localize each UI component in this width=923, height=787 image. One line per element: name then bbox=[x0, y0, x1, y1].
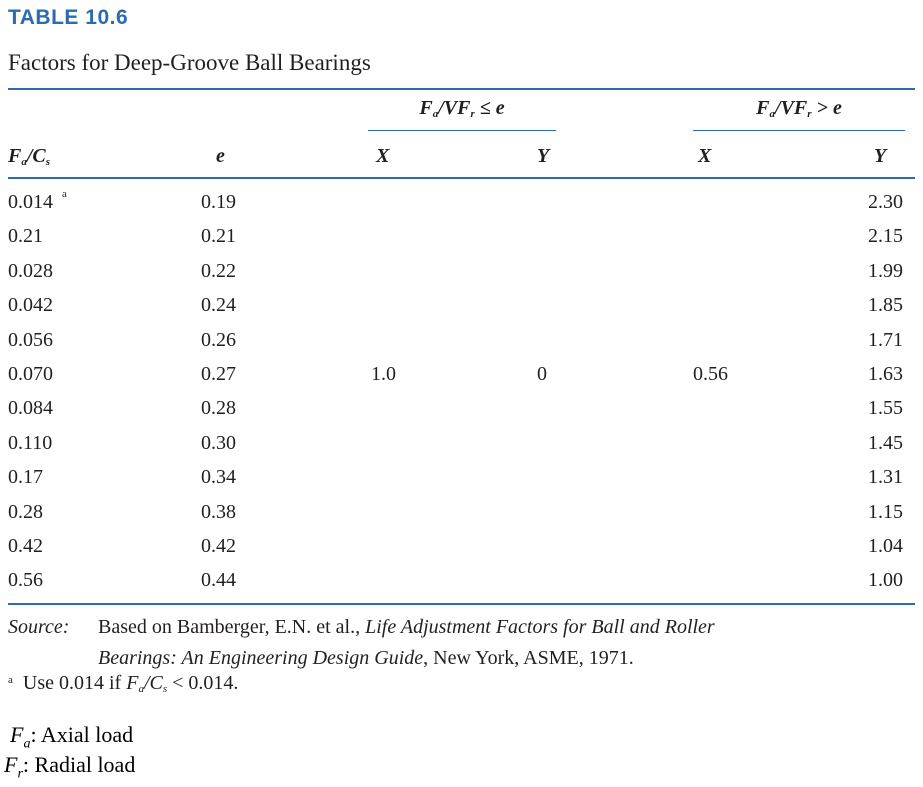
source-line1-b: Life Adjustment Factors for Ball and Rol… bbox=[365, 616, 715, 638]
group-header-gt-cond: > e bbox=[816, 97, 842, 119]
cell-y-gt: 1.04 bbox=[868, 535, 903, 557]
cell-fa-cs: 0.21 bbox=[8, 225, 43, 247]
source-line2-b: , New York, ASME, 1971. bbox=[423, 647, 634, 669]
top-rule bbox=[8, 88, 915, 90]
cell-e: 0.21 bbox=[201, 225, 236, 247]
cell-fa-cs: 0.17 bbox=[8, 466, 43, 488]
source-text: Based on Bamberger, E.N. et al., Life Ad… bbox=[98, 612, 902, 674]
merged-x-gt: 0.56 bbox=[693, 363, 728, 385]
footnote-text-a: Use 0.014 if bbox=[22, 672, 127, 694]
cell-y-gt: 1.00 bbox=[868, 569, 903, 591]
cell-e: 0.42 bbox=[201, 535, 236, 557]
legend-radial: Fr: Radial load bbox=[4, 752, 136, 782]
cell-y-gt: 2.30 bbox=[868, 191, 903, 213]
source-line1-a: Based on Bamberger, E.N. et al., bbox=[98, 616, 366, 638]
cell-e: 0.24 bbox=[201, 294, 236, 316]
col-header-y2: Y bbox=[874, 145, 887, 167]
col-header-x1: X bbox=[376, 145, 390, 167]
cell-fa-cs: 0.28 bbox=[8, 501, 43, 523]
cell-y-gt: 1.99 bbox=[868, 260, 903, 282]
col-header-y1: Y bbox=[537, 145, 550, 167]
cell-y-gt: 2.15 bbox=[868, 225, 903, 247]
source-line2-a: Bearings: An Engineering Design Guide bbox=[98, 647, 424, 669]
cell-fa-cs: 0.084 bbox=[8, 397, 53, 419]
source-label: Source: bbox=[8, 616, 70, 638]
cell-fa-cs: 0.42 bbox=[8, 535, 43, 557]
legend-radial-text: : Radial load bbox=[22, 752, 136, 777]
footnote: a Use 0.014 if Fa/Cs < 0.014. bbox=[8, 672, 239, 695]
cell-e: 0.28 bbox=[201, 397, 236, 419]
cell-y-gt: 1.15 bbox=[868, 501, 903, 523]
cell-y-gt: 1.71 bbox=[868, 329, 903, 351]
group-header-gt: Fa/VFr > e bbox=[756, 97, 842, 120]
footnote-text-b: < 0.014. bbox=[167, 672, 239, 694]
cell-e: 0.30 bbox=[201, 432, 236, 454]
cell-footnote-mark: a bbox=[62, 188, 67, 200]
group-rule-le bbox=[368, 130, 556, 132]
col-header-x2: X bbox=[698, 145, 712, 167]
cell-y-gt: 1.31 bbox=[868, 466, 903, 488]
table-number: TABLE 10.6 bbox=[8, 6, 129, 29]
footnote-mark: a bbox=[8, 674, 13, 686]
cell-y-gt: 1.55 bbox=[868, 397, 903, 419]
col-header-e: e bbox=[216, 145, 225, 167]
col-header-fa-cs: Fa/Cs bbox=[8, 145, 51, 168]
group-rule-gt bbox=[693, 130, 905, 132]
cell-y-gt: 1.63 bbox=[868, 363, 903, 385]
cell-e: 0.27 bbox=[201, 363, 236, 385]
cell-e: 0.26 bbox=[201, 329, 236, 351]
group-header-le: Fa/VFr ≤ e bbox=[419, 97, 505, 120]
legend-axial: Fa: Axial load bbox=[10, 722, 134, 752]
cell-fa-cs: 0.014 bbox=[8, 191, 53, 213]
cell-e: 0.38 bbox=[201, 501, 236, 523]
bottom-rule bbox=[8, 603, 915, 605]
cell-e: 0.22 bbox=[201, 260, 236, 282]
legend-axial-text: : Axial load bbox=[30, 722, 134, 747]
merged-x-le: 1.0 bbox=[371, 363, 396, 385]
cell-e: 0.44 bbox=[201, 569, 236, 591]
merged-y-le: 0 bbox=[537, 363, 547, 385]
cell-fa-cs: 0.042 bbox=[8, 294, 53, 316]
cell-fa-cs: 0.056 bbox=[8, 329, 53, 351]
cell-e: 0.19 bbox=[201, 191, 236, 213]
cell-y-gt: 1.45 bbox=[868, 432, 903, 454]
cell-fa-cs: 0.56 bbox=[8, 569, 43, 591]
table-title: Factors for Deep-Groove Ball Bearings bbox=[8, 50, 371, 75]
group-header-le-cond: ≤ e bbox=[479, 97, 505, 119]
cell-e: 0.34 bbox=[201, 466, 236, 488]
cell-fa-cs: 0.028 bbox=[8, 260, 53, 282]
header-rule bbox=[8, 177, 915, 179]
cell-y-gt: 1.85 bbox=[868, 294, 903, 316]
cell-fa-cs: 0.070 bbox=[8, 363, 53, 385]
cell-fa-cs: 0.110 bbox=[8, 432, 53, 454]
